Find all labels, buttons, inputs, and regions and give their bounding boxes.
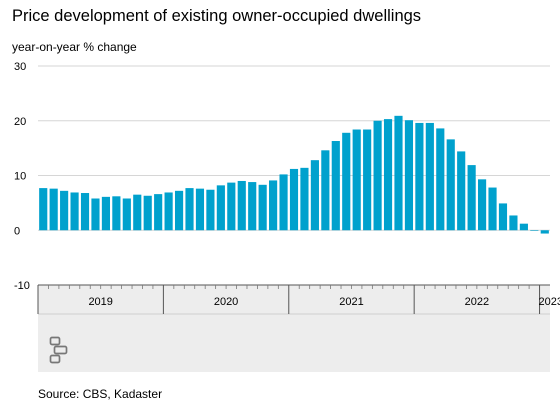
- bar-2021-11: [394, 115, 403, 231]
- bar-2021-07: [352, 129, 361, 231]
- bar-2022-01: [415, 122, 424, 231]
- bar-2019-02: [49, 188, 58, 231]
- x-tick-label-year: 2019: [88, 296, 112, 308]
- bar-2023-01: [540, 230, 549, 234]
- bar-2022-10: [509, 215, 518, 231]
- bar-2019-04: [70, 192, 79, 231]
- bar-2019-11: [143, 195, 152, 231]
- bar-2021-05: [331, 141, 340, 231]
- bar-2021-08: [363, 129, 372, 231]
- bar-2022-04: [446, 139, 455, 231]
- bar-2022-07: [478, 179, 487, 231]
- bar-2019-07: [101, 196, 110, 231]
- bar-2019-12: [154, 194, 163, 231]
- bars: [39, 115, 549, 234]
- y-tick-label: 10: [14, 171, 26, 183]
- x-axis: 2019 2020 2021 2022 2023: [37, 284, 560, 372]
- bar-2020-07: [227, 182, 236, 231]
- source-note: Source: CBS, Kadaster: [38, 387, 163, 401]
- y-tick-label: 0: [14, 225, 20, 237]
- x-tick-label-year: 2022: [465, 296, 489, 308]
- bar-2021-12: [404, 120, 414, 231]
- bar-2021-10: [383, 119, 393, 231]
- x-axis-band: [38, 285, 550, 372]
- bar-2020-05: [206, 189, 215, 231]
- x-tick-label-year: 2020: [214, 296, 238, 308]
- x-tick-label-year: 2023: [539, 296, 560, 308]
- bar-2022-02: [425, 122, 434, 231]
- cbs-logo: [49, 336, 68, 364]
- bar-2021-03: [310, 160, 319, 231]
- bar-2022-12: [530, 230, 539, 231]
- bar-2020-06: [216, 185, 225, 231]
- y-tick-label: -10: [14, 280, 30, 292]
- bar-2019-10: [133, 194, 142, 231]
- bar-2019-09: [122, 198, 131, 231]
- bar-2022-06: [467, 165, 476, 231]
- bar-2020-11: [269, 180, 278, 231]
- bar-2019-06: [91, 198, 100, 231]
- bar-2021-02: [300, 167, 309, 231]
- y-tick-label: 30: [14, 61, 26, 73]
- bar-2021-04: [321, 150, 330, 231]
- bar-2022-11: [519, 223, 528, 231]
- bar-2020-02: [174, 190, 184, 231]
- bar-2020-12: [279, 174, 288, 231]
- bar-2021-09: [373, 120, 382, 231]
- bar-2020-09: [248, 182, 257, 231]
- bar-2022-03: [436, 128, 445, 231]
- bar-2021-01: [289, 168, 299, 231]
- y-tick-label: 20: [14, 116, 26, 128]
- chart-title: Price development of existing owner-occu…: [12, 7, 422, 25]
- x-tick-label-year: 2021: [339, 296, 363, 308]
- bar-2020-10: [258, 184, 267, 231]
- y-tick-labels: 30 20 10 0 -10: [14, 61, 30, 292]
- bar-2020-03: [185, 188, 194, 231]
- bar-2022-08: [488, 187, 497, 231]
- bar-2020-04: [195, 188, 205, 231]
- bar-2019-05: [80, 193, 90, 231]
- bar-2022-09: [498, 203, 508, 231]
- y-axis-label: year-on-year % change: [12, 40, 137, 54]
- bar-2022-05: [457, 151, 466, 231]
- bar-2019-03: [60, 190, 69, 231]
- bar-2020-01: [164, 192, 173, 231]
- bar-2019-01: [39, 188, 48, 231]
- bar-2021-06: [342, 132, 351, 231]
- bar-2020-08: [237, 180, 246, 231]
- bar-2019-08: [112, 196, 121, 231]
